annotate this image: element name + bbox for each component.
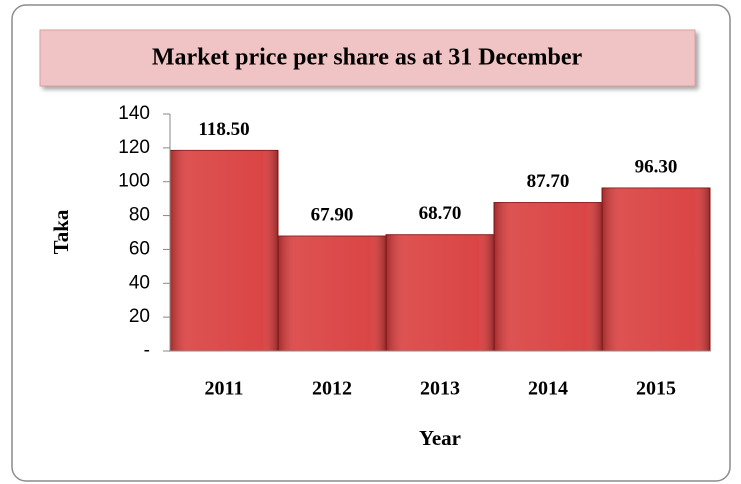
bar-shade: [494, 202, 602, 351]
bar-shade: [278, 236, 386, 351]
bar-shade: [170, 150, 278, 351]
value-label: 118.50: [198, 119, 249, 140]
value-label: 68.70: [419, 203, 462, 224]
y-axis-label: Taka: [49, 209, 73, 254]
chart-title: Market price per share as at 31 December: [152, 45, 583, 71]
x-axis-label: Year: [419, 426, 461, 450]
value-label: 67.90: [311, 204, 354, 225]
y-tick-label: 40: [129, 272, 150, 293]
y-tick-label: 60: [129, 238, 150, 259]
y-tick-label: -: [144, 340, 150, 361]
y-tick-label: 120: [118, 137, 150, 158]
y-tick-label: 80: [129, 205, 150, 226]
y-tick-label: 20: [129, 306, 150, 327]
x-tick-label: 2014: [528, 378, 568, 400]
x-tick-label: 2015: [636, 378, 676, 400]
title-box: [39, 29, 696, 87]
x-tick-label: 2013: [420, 378, 460, 400]
bar-shade: [602, 187, 710, 351]
x-tick-label: 2012: [312, 378, 352, 400]
value-label: 87.70: [527, 171, 570, 192]
bar-shade: [386, 234, 494, 351]
x-tick-label: 2011: [205, 378, 244, 400]
y-tick-label: 140: [118, 103, 150, 124]
y-tick-label: 100: [118, 171, 150, 192]
value-label: 96.30: [635, 156, 678, 177]
